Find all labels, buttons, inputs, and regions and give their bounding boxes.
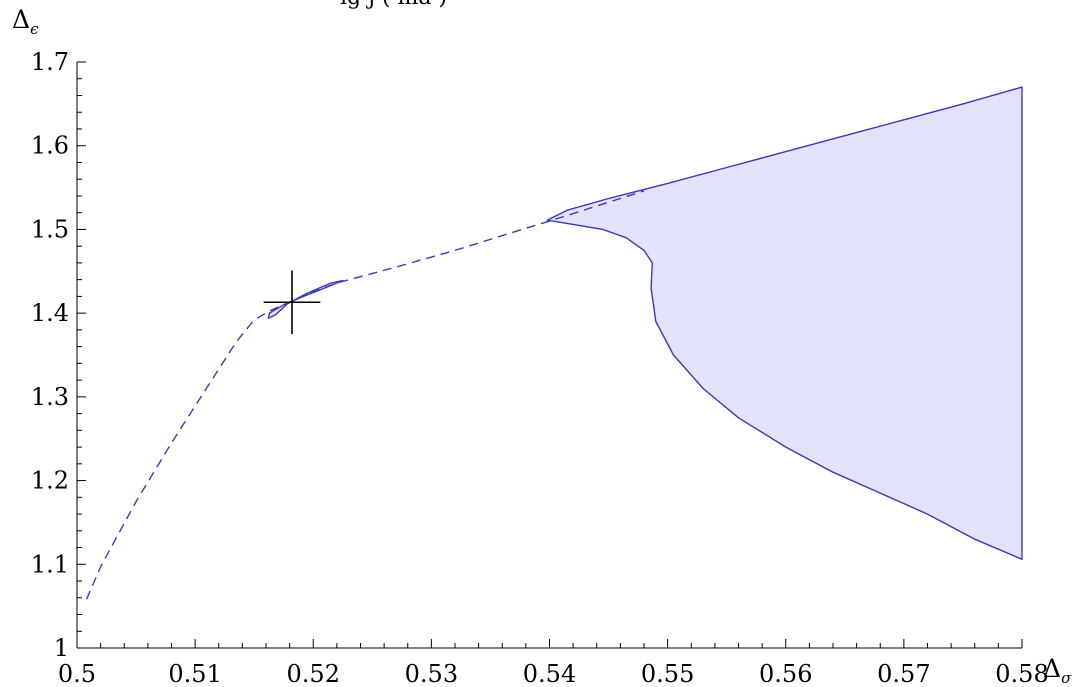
island-layer	[267, 279, 344, 319]
y-tick-label: 1.1	[31, 550, 69, 578]
y-tick-label: 1.3	[31, 383, 69, 411]
x-tick-label: 0.51	[168, 660, 221, 687]
allowed-region-layer	[546, 86, 1023, 560]
x-tick-label: 0.52	[287, 660, 340, 687]
y-ticks: 1 1.1 1.2 1.3 1.4 1.5 1.6 1.7	[31, 48, 86, 662]
y-axis-title: Δϵ	[12, 5, 39, 38]
x-tick-label: 0.53	[405, 660, 458, 687]
y-tick-label: 1.7	[31, 48, 69, 76]
y-tick-label: 1.2	[31, 467, 69, 495]
x-tick-label: 0.55	[641, 660, 694, 687]
x-tick-label: 0.5	[58, 660, 96, 687]
allowed-region	[546, 86, 1023, 560]
y-tick-label: 1	[54, 634, 69, 662]
dashed-curve	[85, 190, 645, 600]
x-tick-label: 0.58	[995, 660, 1048, 687]
x-axis-title: Δσ	[1043, 654, 1072, 687]
x-tick-label: 0.57	[877, 660, 930, 687]
x-tick-label: 0.56	[759, 660, 812, 687]
y-tick-label: 1.6	[31, 132, 69, 160]
title-fragment: ig j ( ma )	[340, 0, 447, 10]
y-tick-label: 1.4	[31, 299, 69, 327]
x-tick-label: 0.54	[523, 660, 576, 687]
marker-layer	[263, 270, 321, 335]
small-island	[267, 279, 344, 319]
x-ticks: 0.5 0.51 0.52 0.53 0.54 0.55 0.56 0.57 0.58	[58, 639, 1049, 687]
dashed-curve-layer	[85, 190, 645, 600]
y-tick-label: 1.5	[31, 215, 69, 243]
